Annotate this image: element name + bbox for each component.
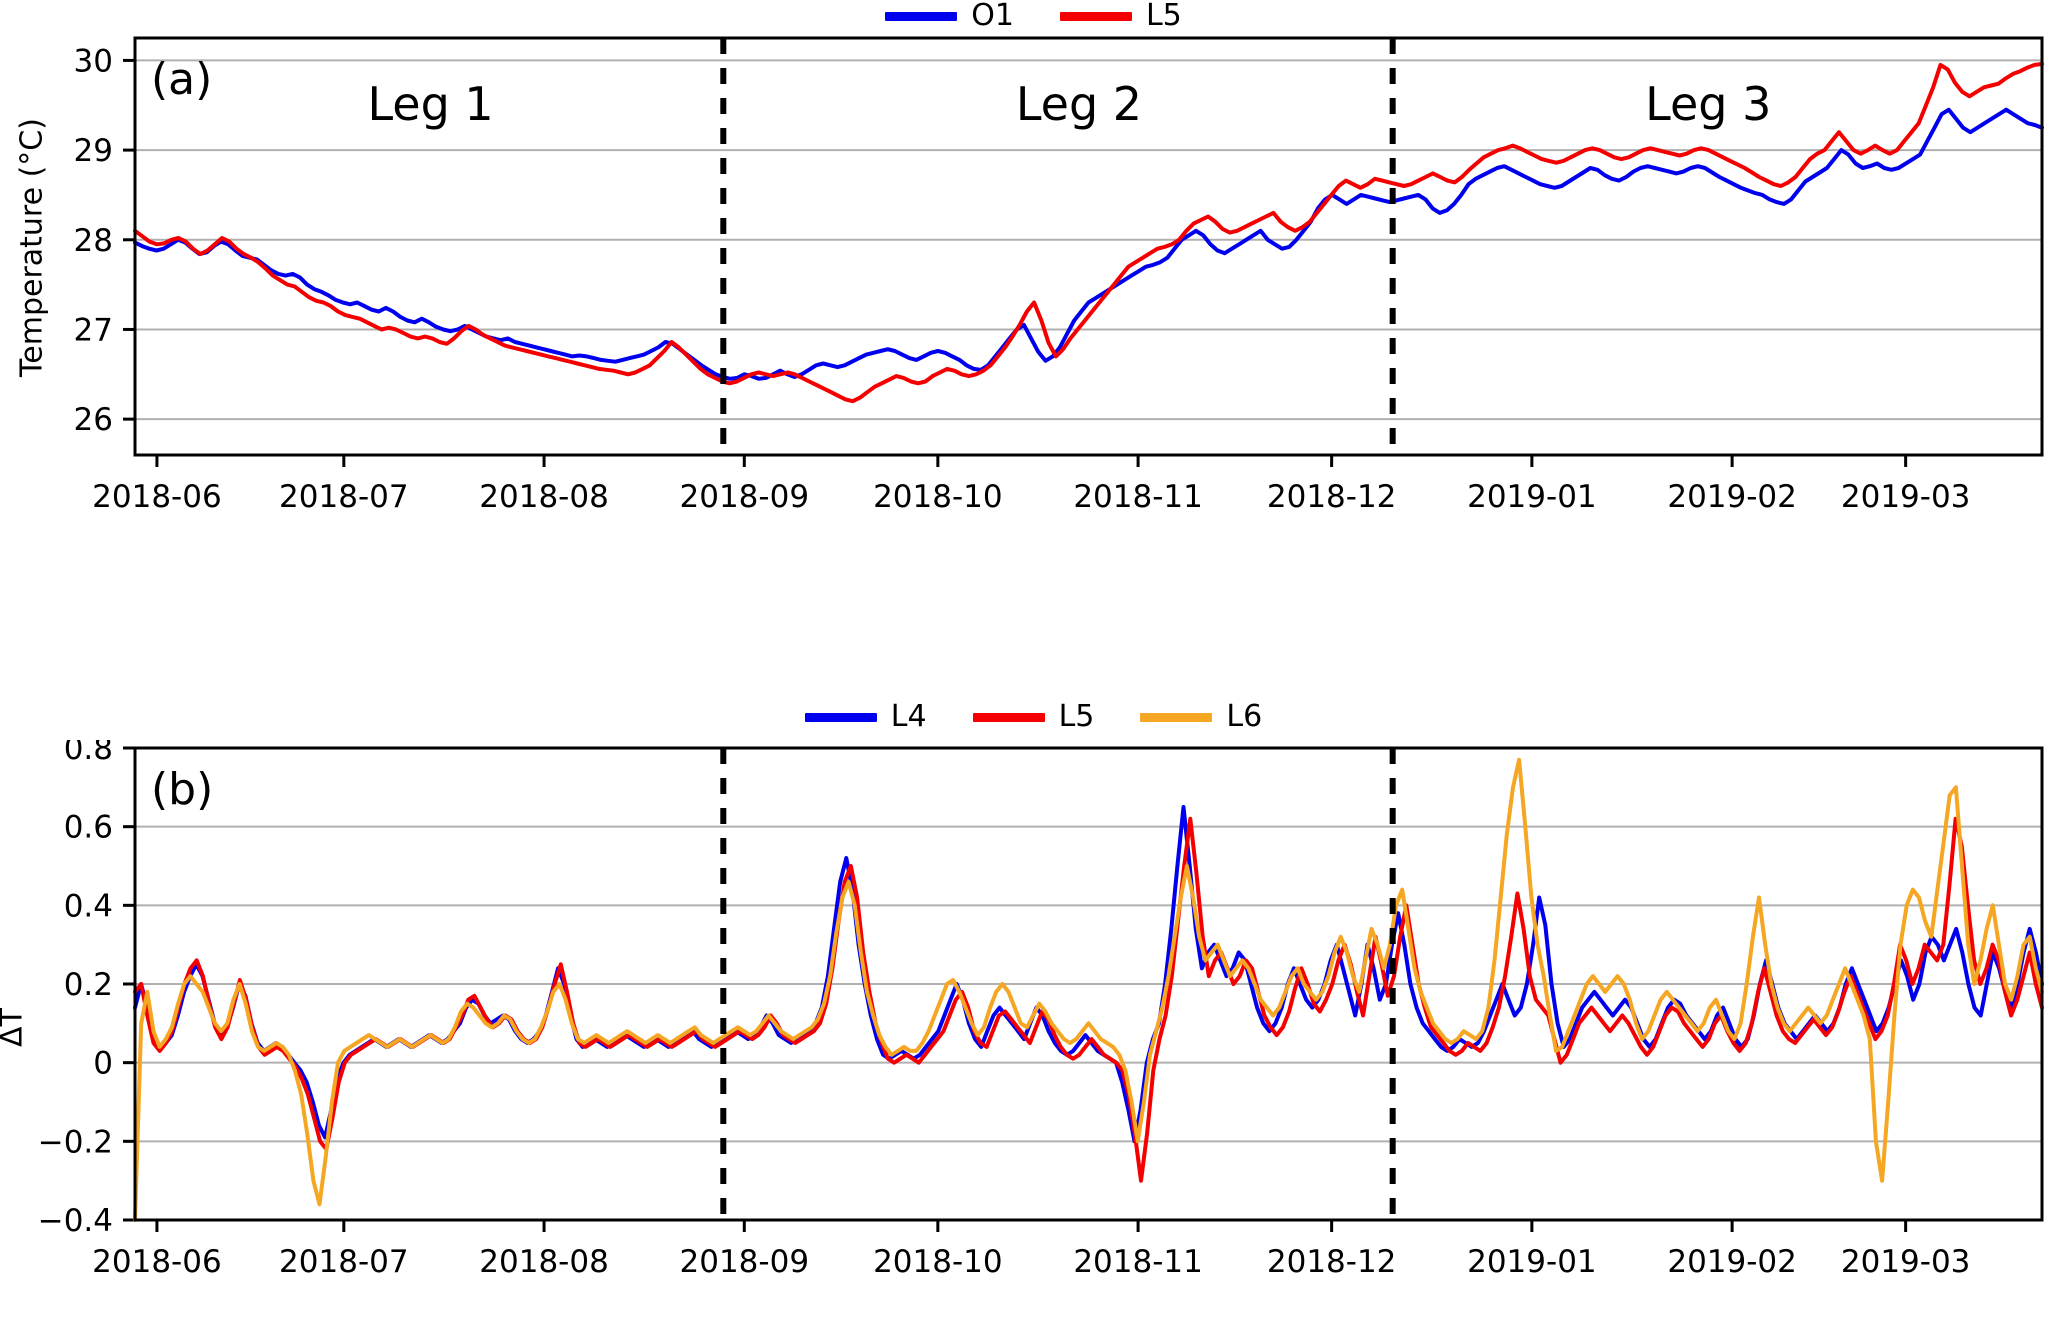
line-swatch-blue	[885, 11, 958, 21]
panel-b-svg: 2018-06 2018-07 2018-08 2018-09 2018-10 2018-…	[38, 740, 2044, 1280]
series-line-o1	[133, 107, 2044, 381]
legend-panel-a: O1 L5	[0, 0, 2067, 33]
xtick-label: 2019-01	[1467, 479, 1597, 515]
leg-annotation-2: Leg 2	[1016, 77, 1142, 131]
legend-label: L4	[890, 699, 927, 734]
leg-annotation-3: Leg 3	[1645, 77, 1771, 131]
legend-label: L5	[1145, 0, 1182, 33]
ytick-label: −0.4	[38, 1203, 113, 1239]
xtick-label: 2019-01	[1467, 1244, 1597, 1280]
panel-tag: (a)	[151, 54, 212, 105]
xtick-label: 2018-11	[1073, 1244, 1203, 1280]
ytick-label: 29	[74, 133, 113, 169]
line-swatch-blue	[804, 712, 877, 722]
leg-annotation-1: Leg 1	[367, 77, 493, 131]
line-swatch-orange	[1140, 712, 1213, 722]
xtick-label: 2018-08	[479, 1244, 609, 1280]
xtick-label: 2018-12	[1267, 479, 1397, 515]
legend-item-o1[interactable]: O1	[885, 1, 1014, 31]
ytick-label: 0.4	[64, 888, 113, 924]
xtick-label: 2019-02	[1667, 1244, 1797, 1280]
ytick-label: 0.6	[64, 810, 113, 846]
xtick-label: 2018-12	[1267, 1244, 1397, 1280]
panel-b-ylabel: ΔT	[0, 1008, 30, 1047]
ytick-label: 0	[93, 1046, 113, 1082]
xtick-label: 2019-03	[1841, 479, 1971, 515]
xtick-label: 2018-06	[92, 479, 222, 515]
xtick-label: 2018-07	[279, 1244, 409, 1280]
ytick-label: 30	[74, 43, 113, 79]
xtick-label: 2018-09	[680, 1244, 810, 1280]
plot-background	[135, 38, 2042, 455]
xtick-label: 2018-10	[873, 1244, 1003, 1280]
xtick-label: 2018-09	[680, 479, 810, 515]
ytick-label: 28	[74, 223, 113, 259]
legend-item-l4[interactable]: L4	[804, 699, 927, 734]
legend-label: L5	[1058, 699, 1095, 734]
ytick-label: 0.8	[64, 740, 113, 767]
legend-item-l6[interactable]: L6	[1140, 702, 1262, 732]
axis-frame	[133, 746, 2044, 1222]
xtick-label: 2019-03	[1841, 1244, 1971, 1280]
legend-item-l5[interactable]: L5	[1059, 0, 1182, 33]
xtick-label: 2018-11	[1073, 479, 1203, 515]
legend-label: O1	[971, 0, 1014, 33]
xtick-label: 2018-10	[873, 479, 1003, 515]
legend-item-l5[interactable]: L5	[972, 699, 1095, 734]
ytick-label: −0.2	[38, 1124, 113, 1160]
line-swatch-red	[972, 712, 1045, 722]
line-swatch-red	[1059, 11, 1132, 21]
panel-a-svg: 2018-06 2018-07 2018-08 2018-09 2018-10 2018-…	[74, 36, 2044, 515]
series-line-l6	[133, 757, 2044, 1222]
panel-a-ylabel: Temperature (°C)	[14, 118, 50, 377]
ytick-label: 0.2	[64, 967, 113, 1003]
panel-tag: (b)	[151, 764, 213, 815]
legend-label: L6	[1226, 699, 1263, 734]
series-line-l5	[133, 62, 2044, 404]
xtick-label: 2019-02	[1667, 479, 1797, 515]
ytick-label: 26	[74, 402, 113, 438]
xtick-label: 2018-07	[279, 479, 409, 515]
xtick-label: 2018-06	[92, 1244, 222, 1280]
ytick-label: 27	[74, 312, 113, 348]
axis-frame	[133, 36, 2044, 457]
panel-a-plot: 2018-06 2018-07 2018-08 2018-09 2018-10 2018-…	[0, 30, 2067, 580]
panel-b-plot: 2018-06 2018-07 2018-08 2018-09 2018-10 2018-…	[0, 740, 2067, 1340]
xtick-label: 2018-08	[479, 479, 609, 515]
legend-panel-b: L4 L5 L6	[0, 700, 2067, 734]
